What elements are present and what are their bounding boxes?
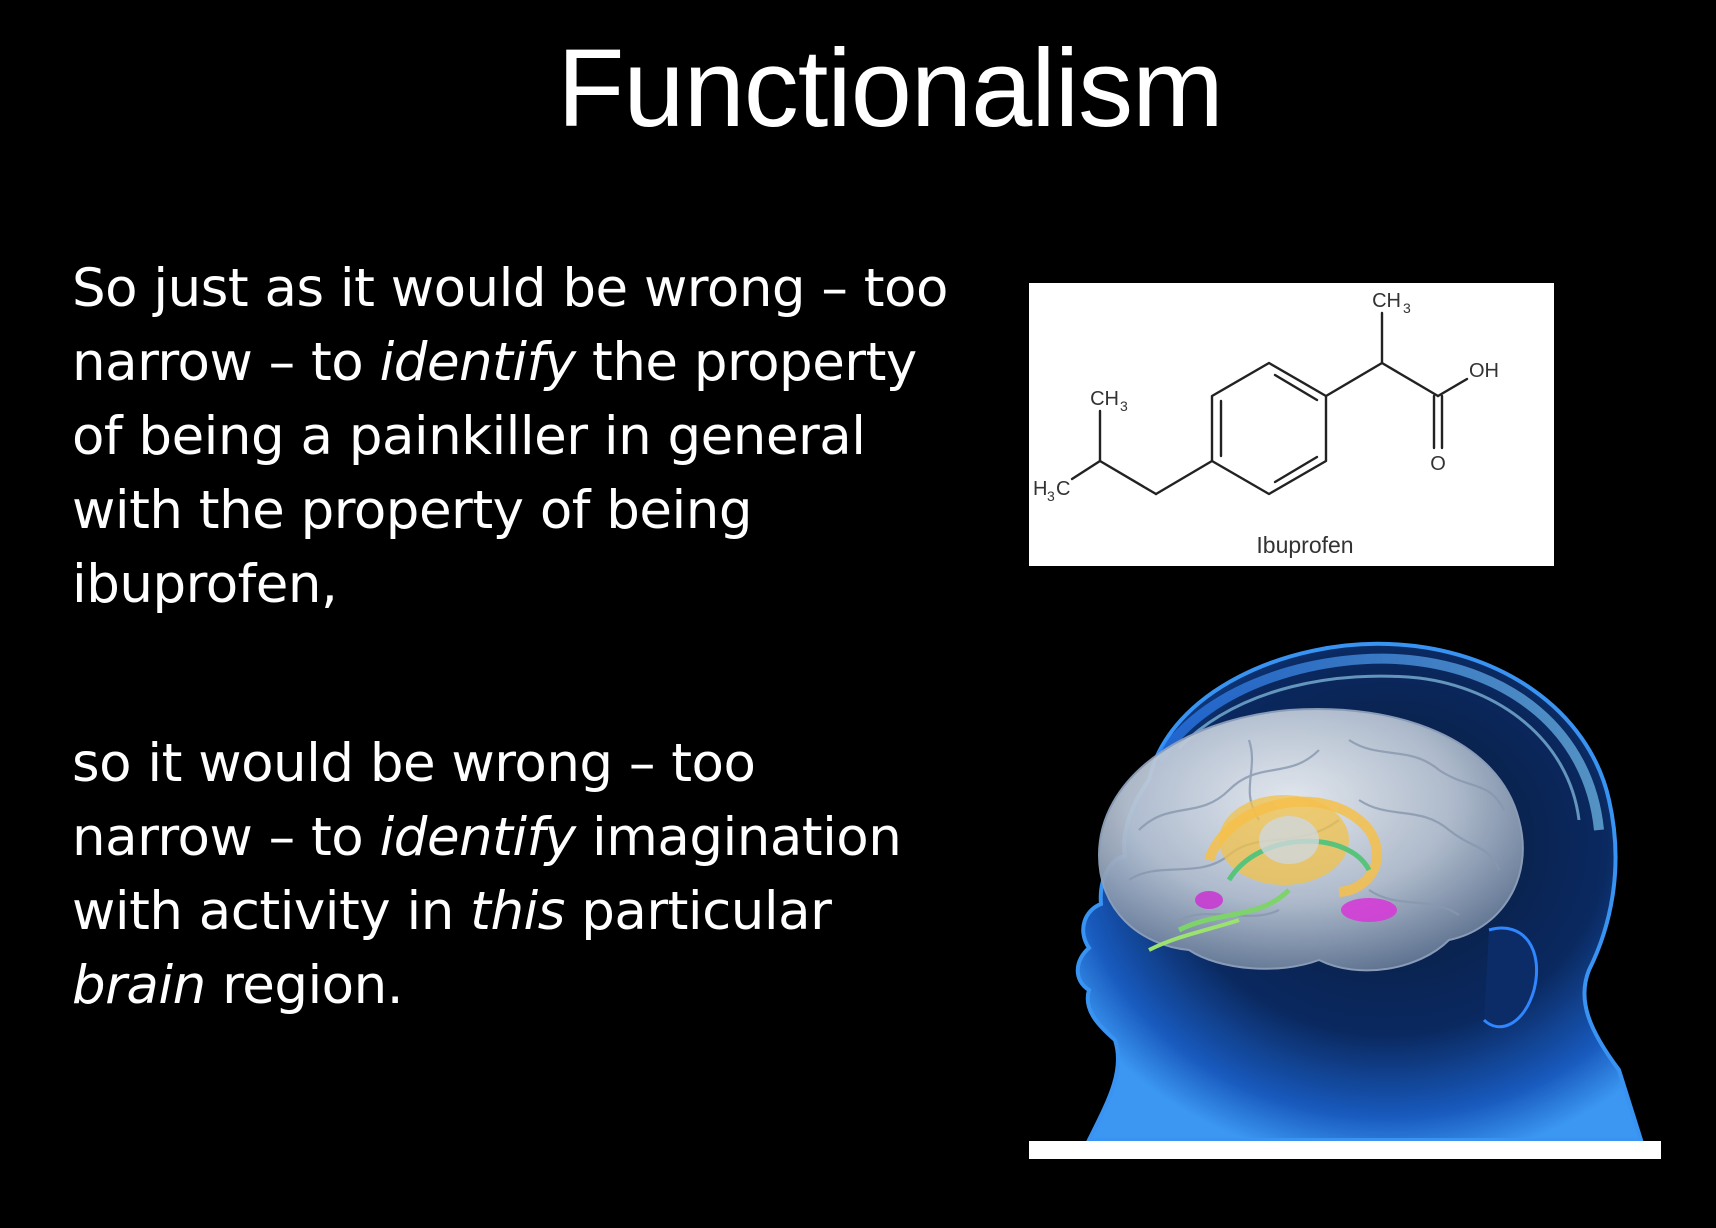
bottom-white-bar — [1029, 1141, 1661, 1159]
paragraph2-emphasis-this: this — [470, 881, 565, 942]
brain-illustration — [1029, 630, 1661, 1150]
brain-in-head-icon — [1075, 641, 1644, 1142]
paragraph2-text-4: region. — [205, 955, 404, 1016]
svg-text:H: H — [1033, 478, 1047, 500]
ibuprofen-diagram: CH 3 OH O CH 3 H 3 C Ibuprofen — [1029, 283, 1554, 566]
svg-text:OH: OH — [1469, 360, 1499, 382]
paragraph1-text-2: the property of being a painkiller in ge… — [72, 332, 917, 615]
paragraph-ibuprofen: So just as it would be wrong – too narro… — [72, 252, 952, 622]
label-ch3-top: CH — [1372, 290, 1401, 312]
paragraph2-text-3: particular — [564, 881, 832, 942]
svg-text:3: 3 — [1047, 488, 1055, 504]
svg-text:Ibuprofen: Ibuprofen — [1256, 532, 1353, 558]
label-oh: OH — [1469, 360, 1499, 382]
paragraph2-text-1: so it would be wrong – too narrow – to — [72, 733, 756, 868]
label-h3c-h: H — [1033, 478, 1047, 500]
svg-text:O: O — [1430, 453, 1446, 475]
molecule-caption: Ibuprofen — [1256, 532, 1353, 558]
label-ch3-top-sub: 3 — [1403, 300, 1411, 316]
paragraph2-text-2: imagination with activity in — [72, 807, 902, 942]
paragraph2-emphasis-brain: brain — [72, 955, 206, 1016]
svg-text:C: C — [1056, 478, 1070, 500]
label-h3c-sub: 3 — [1047, 488, 1055, 504]
paragraph2-emphasis-identify: identify — [379, 807, 577, 868]
paragraph-brain-region: so it would be wrong – too narrow – to i… — [72, 727, 952, 1023]
svg-text:CH: CH — [1372, 290, 1401, 312]
label-h3c-c: C — [1056, 478, 1070, 500]
ibuprofen-structure-icon: CH 3 OH O CH 3 H 3 C Ibuprofen — [1033, 290, 1499, 558]
svg-text:3: 3 — [1120, 398, 1128, 414]
label-ch3-left: CH — [1090, 388, 1119, 410]
label-ch3-left-sub: 3 — [1120, 398, 1128, 414]
svg-text:3: 3 — [1403, 300, 1411, 316]
paragraph1-text-1: So just as it would be wrong – too narro… — [72, 258, 948, 393]
paragraph1-emphasis-identify: identify — [379, 332, 577, 393]
svg-text:CH: CH — [1090, 388, 1119, 410]
label-o: O — [1430, 453, 1446, 475]
slide-title: Functionalism — [557, 27, 1224, 150]
